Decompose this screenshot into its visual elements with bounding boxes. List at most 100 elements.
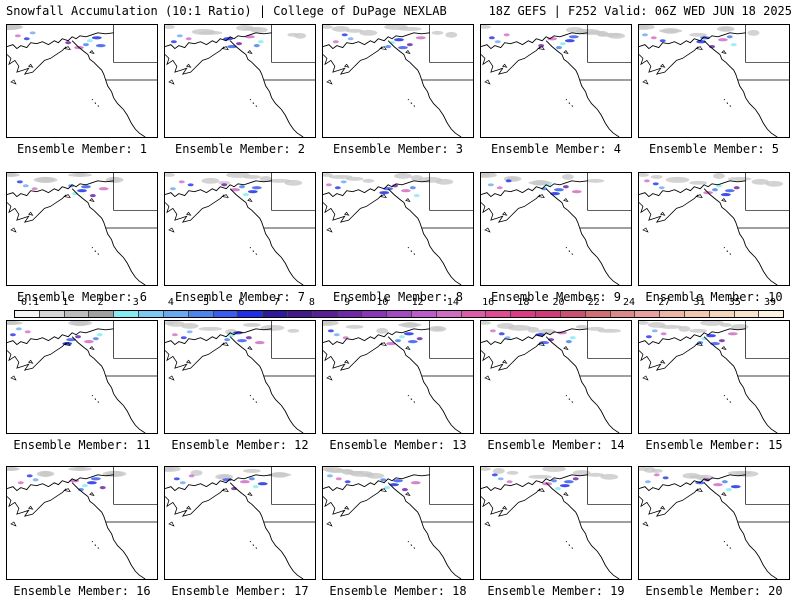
borders [737, 467, 789, 523]
coastline-aleutians [639, 194, 699, 223]
colorbar-swatch [585, 311, 611, 317]
map-panel-svg [639, 467, 789, 579]
colorbar-swatch [263, 311, 288, 317]
ensemble-member-label: Ensemble Member: 4 [490, 142, 622, 156]
map-panel-svg [323, 25, 473, 137]
snowfall-shading [323, 173, 454, 198]
colorbar-swatch [312, 311, 338, 317]
map-panel-svg [639, 173, 789, 285]
colorbar-swatch [635, 311, 661, 317]
hawaii-islands [91, 395, 100, 403]
coastline-aleutians [7, 194, 67, 223]
ensemble-member-label: Ensemble Member: 1 [16, 142, 148, 156]
islands [10, 342, 95, 381]
hawaii-islands [249, 247, 258, 255]
coastline [323, 180, 462, 285]
coastline-aleutians [165, 342, 225, 371]
map-panel-svg [639, 321, 789, 433]
coastline [7, 180, 146, 285]
colorbar-swatch [486, 311, 512, 317]
ensemble-member-label: Ensemble Member: 13 [329, 438, 467, 452]
colorbar-tick-label: 24 [623, 297, 636, 308]
hawaii-islands [565, 395, 574, 403]
colorbar-swatch [734, 311, 760, 317]
map-panel-svg [323, 321, 473, 433]
hawaii-islands [249, 541, 258, 549]
map-panel-svg [481, 25, 631, 137]
colorbar-tick-label: 6 [238, 297, 245, 308]
colorbar-tick-label: 1 [62, 297, 69, 308]
colorbar-swatch [114, 311, 140, 317]
ensemble-panel-18 [322, 466, 474, 580]
ensemble-member-label: Ensemble Member: 16 [13, 584, 151, 598]
islands [10, 488, 95, 527]
map-panel-svg [323, 467, 473, 579]
map-panel-svg [7, 173, 157, 285]
colorbar-tick-label: 39 [763, 297, 777, 308]
colorbar-swatch [387, 311, 412, 317]
borders [421, 25, 473, 81]
colorbar-swatch [39, 311, 65, 317]
hawaii-islands [565, 99, 574, 107]
coastline [639, 32, 778, 137]
coastline-aleutians [323, 194, 383, 223]
ensemble-panel-1 [6, 24, 158, 138]
colorbar [14, 310, 784, 318]
islands [326, 342, 411, 381]
hawaii-islands [249, 99, 258, 107]
ensemble-panel-16 [6, 466, 158, 580]
colorbar-swatch [337, 311, 363, 317]
colorbar-swatch [436, 311, 462, 317]
map-panel-svg [481, 321, 631, 433]
colorbar-swatch [684, 311, 710, 317]
coastline [323, 32, 462, 137]
hawaii-islands [91, 99, 100, 107]
islands [10, 46, 95, 85]
colorbar-swatch [15, 311, 40, 317]
ensemble-panel-3 [322, 24, 474, 138]
coastline [481, 328, 620, 433]
colorbar-swatch [64, 311, 90, 317]
colorbar-swatch [89, 311, 115, 317]
ensemble-member-label: Ensemble Member: 12 [171, 438, 309, 452]
colorbar-tick-label: 12 [411, 297, 424, 308]
coastline-aleutians [639, 342, 699, 371]
snowfall-shading [165, 321, 300, 345]
ensemble-member-label: Ensemble Member: 5 [648, 142, 780, 156]
ensemble-member-label: Ensemble Member: 9 [490, 290, 622, 304]
colorbar-swatch [759, 311, 784, 317]
coastline-aleutians [639, 46, 699, 75]
map-panel-svg [165, 321, 315, 433]
ensemble-panel-14 [480, 320, 632, 434]
colorbar-labels: 0.1 1 2 3 4 5 6 7 8 9 10 12 14 16 18 20 22 24 27 31 35 39 [14, 297, 784, 309]
coastline-aleutians [7, 342, 67, 371]
islands [168, 488, 253, 527]
snowfall-shading [639, 467, 759, 492]
snowfall-shading [7, 467, 127, 492]
borders [579, 25, 631, 81]
ensemble-panel-19 [480, 466, 632, 580]
hawaii-islands [723, 99, 732, 107]
borders [579, 467, 631, 523]
islands [10, 194, 95, 233]
ensemble-member-label: Ensemble Member: 20 [645, 584, 783, 598]
colorbar-swatch [610, 311, 636, 317]
coastline-aleutians [7, 46, 67, 75]
borders [263, 25, 315, 81]
hawaii-islands [407, 99, 416, 107]
ensemble-member-label: Ensemble Member: 7 [174, 290, 306, 304]
coastline-aleutians [323, 46, 383, 75]
ensemble-panel-15 [638, 320, 790, 434]
colorbar-tick-label: 3 [132, 297, 139, 308]
colorbar-tick-label: 10 [376, 297, 389, 308]
borders [421, 321, 473, 377]
snowfall-shading [323, 321, 447, 346]
coastline [7, 32, 146, 137]
colorbar-tick-label: 35 [728, 297, 741, 308]
snowfall-shading [639, 321, 749, 346]
colorbar-tick-label: 8 [308, 297, 315, 308]
coastline-aleutians [481, 342, 541, 371]
ensemble-panel-10 [638, 172, 790, 286]
colorbar-tick-label: 18 [517, 297, 530, 308]
coastline [7, 474, 146, 579]
